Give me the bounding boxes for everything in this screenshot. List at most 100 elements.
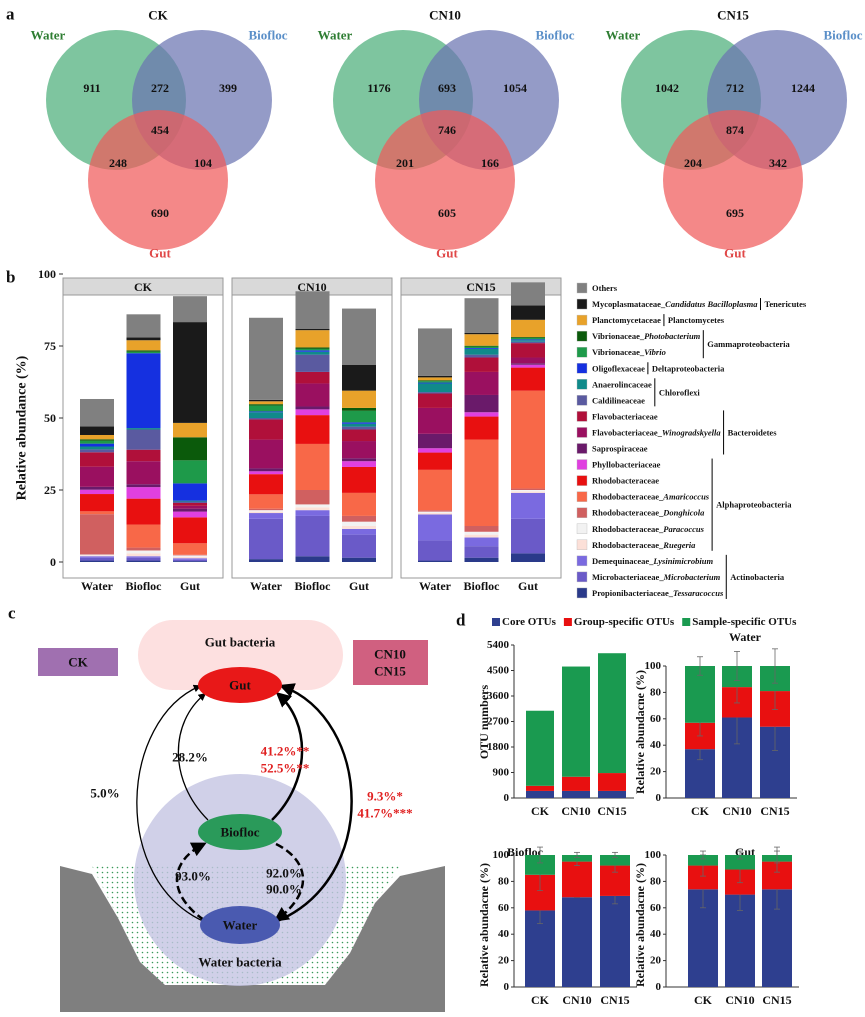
legend-swatch [576, 411, 588, 422]
x-tick-label: Water [81, 579, 114, 593]
venn-set-label: Gut [436, 246, 458, 261]
venn-set-label: Water [318, 28, 353, 43]
x-tick-label: Water [250, 579, 283, 593]
bar-segment [295, 415, 330, 444]
bar-segment [295, 371, 330, 384]
legend-group-label: Actinobacteria [730, 572, 785, 582]
y-tick-label: 0 [656, 792, 662, 804]
bar-segment [342, 534, 376, 558]
legend-label: Microbacteriaceae_Microbacterium [592, 572, 721, 582]
legend-label: Rhodobacteraceae_Ruegeria [592, 540, 696, 550]
y-tick-label: 100 [645, 660, 662, 672]
edge-water-gut [136, 684, 206, 923]
x-tick-label: Gut [180, 579, 200, 593]
bar-segment [126, 353, 161, 429]
bar-segment [562, 855, 592, 862]
bar-segment [295, 351, 330, 355]
bar-segment [464, 557, 499, 562]
bar-segment [598, 653, 626, 774]
bar-segment [295, 409, 330, 416]
group-label: CK [68, 655, 88, 670]
node-label: Gut [229, 678, 251, 693]
y-tick-label: 60 [650, 902, 662, 914]
venn-count: 746 [438, 123, 456, 137]
y-tick-label: 5400 [487, 639, 510, 651]
legend-label: Mycoplasmataceae_Candidatus Bacilloplasm… [592, 299, 758, 309]
legend-label: Vibrionaceae_Vibrio [592, 347, 666, 357]
legend-swatch [576, 555, 588, 567]
bar-segment [464, 334, 499, 346]
y-axis-label: OTU numbers [477, 684, 491, 759]
bar-segment [526, 790, 554, 798]
bar-segment [418, 513, 452, 515]
bar-segment [418, 514, 452, 541]
bar-segment [511, 340, 545, 342]
bar-segment [418, 540, 452, 561]
bar-segment [562, 666, 590, 777]
legend-label: Sample-specific OTUs [692, 616, 797, 628]
error-bar [697, 656, 703, 676]
venn-count: 1176 [367, 81, 390, 95]
bar-segment [464, 537, 499, 547]
bar-segment [249, 317, 283, 400]
legend-group-label: Bacteroidetes [728, 427, 778, 437]
bar-segment [80, 556, 114, 558]
bar-segment [725, 855, 755, 870]
venn-count: 104 [194, 156, 212, 170]
bar-segment [418, 510, 452, 512]
bar-segment [80, 440, 114, 444]
bar-segment [126, 449, 161, 462]
bar-segment [295, 354, 330, 372]
legend-group-label: Alphaproteobacteria [716, 500, 792, 510]
x-tick-label: Biofloc [464, 579, 501, 593]
legend-swatch [576, 539, 588, 550]
bar-segment [80, 398, 114, 427]
legend-swatch [576, 491, 588, 502]
bar-segment [464, 526, 499, 532]
venn-set-label: Biofloc [249, 28, 288, 43]
bar-segment [511, 282, 545, 306]
gut-region-label: Gut bacteria [205, 635, 276, 650]
edge-label: 52.5%** [261, 761, 310, 776]
x-tick-label: CK [694, 993, 713, 1007]
bar-segment [511, 319, 545, 338]
legend-swatch [576, 587, 588, 599]
legend-swatch [576, 571, 588, 583]
y-tick-label: 0 [50, 555, 56, 569]
y-tick-label: 2700 [487, 716, 510, 728]
venn: CK Water Biofloc Gut 911 272 399 454 248 104 690 [31, 8, 288, 261]
edge-biofloc-gut [177, 693, 209, 821]
bar-segment [342, 521, 376, 526]
venn-count: 342 [769, 156, 787, 170]
legend-group-label: Deltaproteobacteria [652, 363, 725, 373]
bar-segment [80, 494, 114, 512]
error-bar [537, 846, 543, 864]
legend-label: Caldilineaceae [592, 395, 645, 405]
ck-box [38, 648, 118, 676]
edge-label: 92.0% [266, 866, 302, 881]
venn-set-label: Gut [724, 246, 746, 261]
legend-swatch [576, 363, 588, 374]
bar-segment [464, 394, 499, 413]
bar-segment [511, 305, 545, 320]
bar-segment [295, 383, 330, 407]
venn-set-label: Biofloc [824, 28, 863, 43]
bar-segment [342, 390, 376, 408]
bar-segment [342, 423, 376, 427]
y-tick-label: 60 [650, 713, 662, 725]
bar-segment [173, 296, 207, 323]
bar-segment [80, 560, 114, 562]
bar-segment [249, 419, 283, 440]
x-tick-label: Gut [349, 579, 369, 593]
bar-segment [80, 443, 114, 447]
bar-segment [511, 341, 545, 344]
bar-segment [342, 557, 376, 562]
legend-swatch [576, 347, 588, 358]
bar-segment [418, 375, 452, 378]
bar-segment [173, 502, 207, 506]
bar-segment [80, 426, 114, 435]
venn-count: 204 [684, 156, 702, 170]
x-tick-label: CN15 [600, 993, 629, 1007]
bar-segment [249, 468, 283, 472]
bar-segment [418, 560, 452, 562]
